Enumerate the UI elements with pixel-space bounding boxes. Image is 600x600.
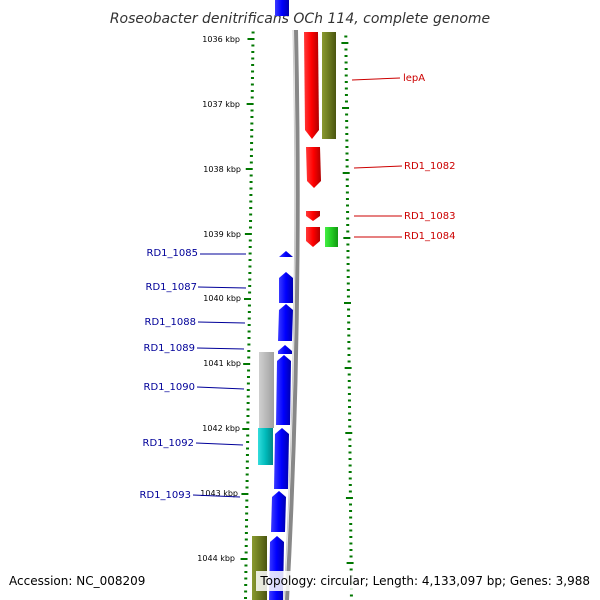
label-rd1089[interactable]: RD1_1089 [144, 343, 195, 354]
leader-line [196, 386, 245, 390]
label-rd1090[interactable]: RD1_1090 [144, 382, 195, 393]
feature-gray-left[interactable] [259, 352, 274, 428]
feature-green-right[interactable] [325, 227, 338, 247]
leader-line [192, 494, 241, 498]
backbone-line [285, 29, 300, 600]
kbp-scale: 1036 kbp 1037 kbp 1038 kbp 1039 kbp 1040… [197, 35, 241, 563]
kbp-label: 1036 kbp [202, 35, 240, 44]
gene-rd1088[interactable] [278, 304, 293, 341]
feature-cyan-left[interactable] [258, 428, 273, 465]
gene-rd1084[interactable] [306, 227, 320, 247]
right-gene-labels: lepA RD1_1082 RD1_1083 RD1_1084 [351, 73, 455, 242]
leader-line [195, 442, 244, 446]
label-rd1085[interactable]: RD1_1085 [147, 248, 198, 259]
kbp-label: 1040 kbp [203, 294, 241, 303]
blue-gene-stub[interactable] [275, 0, 289, 16]
leader-line [353, 165, 403, 169]
summary-box [256, 571, 594, 591]
kbp-label: 1039 kbp [203, 230, 241, 239]
gene-rd1093[interactable] [271, 491, 286, 532]
kbp-label: 1042 kbp [202, 424, 240, 433]
left-gene-labels: RD1_1085 RD1_1087 RD1_1088 RD1_1089 RD1_… [140, 248, 247, 501]
leader-line [197, 286, 247, 289]
accession-text: Accession: NC_008209 [9, 574, 145, 588]
kbp-label: 1037 kbp [202, 100, 240, 109]
gene-rd1087[interactable] [279, 272, 293, 303]
gene-rd1085[interactable] [279, 251, 293, 257]
summary-text: Topology: circular; Length: 4,133,097 bp… [259, 574, 590, 588]
leader-line [196, 347, 245, 350]
gene-rd1089[interactable] [278, 345, 292, 354]
kbp-label: 1038 kbp [203, 165, 241, 174]
label-rd1092[interactable]: RD1_1092 [143, 438, 194, 449]
leader-line [197, 321, 246, 324]
gene-rd1092[interactable] [274, 428, 289, 489]
label-rd1093[interactable]: RD1_1093 [140, 490, 191, 501]
gene-rd1083[interactable] [306, 211, 320, 221]
label-rd1088[interactable]: RD1_1088 [145, 317, 196, 328]
kbp-label: 1041 kbp [203, 359, 241, 368]
gene-rd1082[interactable] [306, 147, 321, 188]
right-tick-ring [341, 35, 354, 597]
feature-olive-right[interactable] [322, 32, 336, 139]
label-rd1087[interactable]: RD1_1087 [146, 282, 197, 293]
leader-line [351, 77, 401, 81]
kbp-label: 1044 kbp [197, 554, 235, 563]
label-rd1084[interactable]: RD1_1084 [404, 231, 455, 242]
backbone-highlight [283, 29, 296, 600]
map-title: Roseobacter denitrificans OCh 114, compl… [110, 11, 490, 27]
accession-box [4, 571, 154, 591]
left-tick-ring [240, 31, 255, 599]
forward-strand-features [304, 32, 338, 247]
gene-rd1090[interactable] [276, 355, 291, 425]
gene-lepA[interactable] [304, 32, 319, 139]
label-rd1083[interactable]: RD1_1083 [404, 211, 455, 222]
label-lepA[interactable]: lepA [403, 73, 425, 84]
kbp-label: 1043 kbp [200, 489, 238, 498]
reverse-strand-features [252, 251, 293, 600]
label-rd1082[interactable]: RD1_1082 [404, 161, 455, 172]
